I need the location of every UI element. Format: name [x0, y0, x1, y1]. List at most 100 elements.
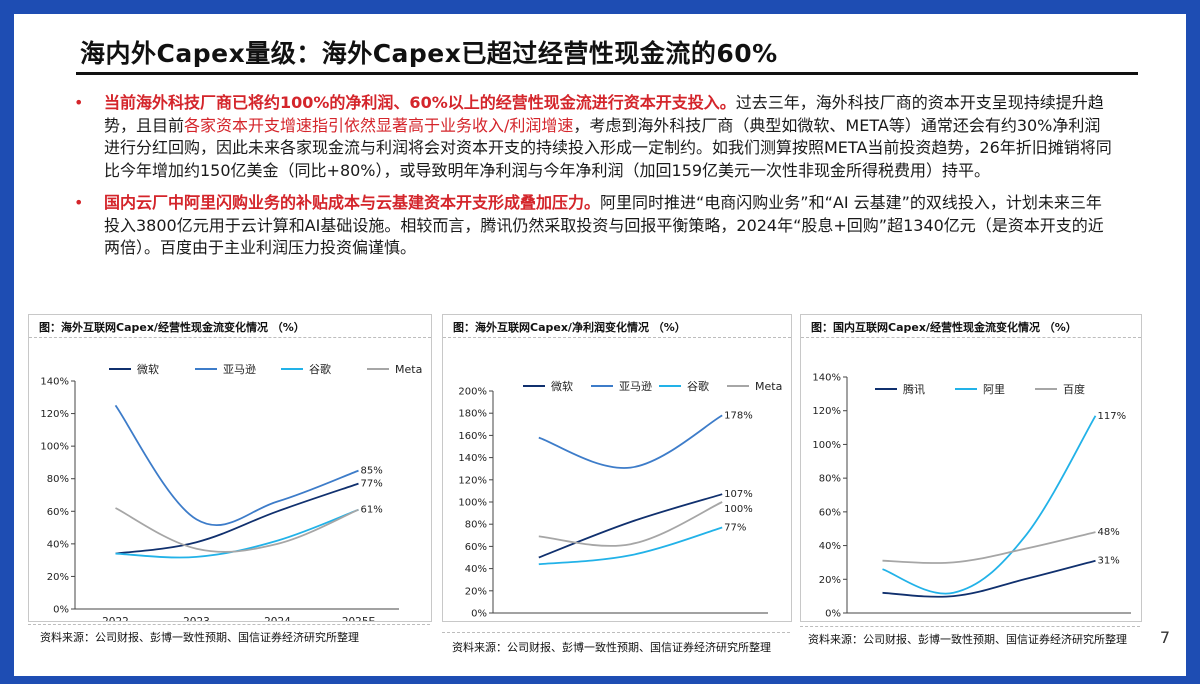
source-rule	[800, 626, 1140, 627]
legend-label: 百度	[1063, 382, 1085, 396]
source-rule	[442, 632, 790, 633]
source-rule	[28, 624, 430, 625]
x-tick-label: 2025E	[342, 616, 375, 621]
y-tick-label: 40%	[465, 564, 487, 575]
y-tick-label: 20%	[819, 575, 841, 586]
x-tick-label: 2023	[940, 620, 967, 621]
chart-overseas-capex-np: 0% 20% 40% 60% 80% 100% 120% 140% 160% 180% 200% 20…	[458, 379, 782, 621]
y-tick-label: 120%	[40, 409, 69, 420]
legend-label: 亚马逊	[223, 363, 256, 376]
data-label: 48%	[1098, 527, 1120, 538]
data-label: 117%	[1098, 411, 1127, 422]
series-line-4	[538, 501, 723, 547]
series-line-2	[538, 414, 723, 469]
legend-label: Meta	[395, 363, 422, 376]
y-tick-label: 100%	[40, 442, 69, 453]
series-line-3	[882, 531, 1096, 565]
chart-panel-overseas-ocf: 图：海外互联网Capex/经营性现金流变化情况 （%） 0% 20% 40% 60% 8…	[28, 314, 432, 622]
chart-title: 图：国内互联网Capex/经营性现金流变化情况 （%）	[811, 321, 1077, 334]
y-tick-label: 80%	[819, 474, 841, 485]
y-tick-label: 120%	[812, 406, 841, 417]
legend-label: Meta	[755, 380, 782, 393]
y-tick-label: 20%	[465, 586, 487, 597]
x-tick-label: 2024	[1011, 620, 1038, 621]
legend-label: 谷歌	[309, 362, 331, 376]
y-tick-label: 100%	[458, 498, 487, 509]
bullet-marker: •	[74, 93, 84, 112]
y-tick-label: 140%	[40, 377, 69, 388]
y-tick-label: 60%	[819, 507, 841, 518]
chart-title: 图：海外互联网Capex/经营性现金流变化情况 （%）	[39, 321, 305, 334]
y-tick-label: 60%	[465, 542, 487, 553]
title-underline	[76, 72, 1138, 75]
x-tick-label: 2022	[869, 620, 896, 621]
legend-label: 阿里	[983, 383, 1005, 396]
y-tick-label: 80%	[465, 520, 487, 531]
bullet-text: 过去三年，海外科技厂商的资本开支呈现持续提升趋势，且目前	[104, 93, 1104, 135]
x-tick-label: 2024	[264, 616, 291, 621]
x-tick-label: 2023	[525, 620, 552, 621]
series-line-3	[538, 526, 723, 566]
series-line-4	[115, 507, 359, 553]
y-tick-label: 0%	[825, 609, 841, 620]
frame-bottom-bar	[0, 676, 1200, 684]
y-tick-label: 40%	[47, 539, 69, 550]
legend-label: 谷歌	[687, 379, 709, 393]
y-tick-label: 100%	[812, 440, 841, 451]
frame-top-bar	[0, 0, 1200, 14]
slide-title: 海内外Capex量级：海外Capex已超过经营性现金流的60%	[80, 39, 778, 68]
x-tick-label: 2024	[617, 620, 644, 621]
legend-label: 微软	[551, 379, 573, 393]
bullet-marker: •	[74, 193, 84, 212]
x-tick-label: 2025E	[1079, 620, 1112, 621]
series-line-1	[115, 482, 359, 555]
y-tick-label: 40%	[819, 541, 841, 552]
data-label: 77%	[724, 523, 746, 534]
y-tick-label: 160%	[458, 431, 487, 442]
bullet-red-text: 各家资本开支增速指引依然显著高于业务收入/利润增速	[184, 115, 574, 135]
frame-left-bar	[0, 0, 14, 684]
x-tick-label: 2023	[183, 616, 210, 621]
series-line-1	[538, 493, 723, 559]
y-tick-label: 0%	[53, 605, 69, 616]
y-tick-label: 200%	[458, 387, 487, 398]
bullet-overseas: • 当前海外科技厂商已将约100%的净利润、60%以上的经营性现金流进行资本开支…	[72, 92, 1112, 182]
bullet-domestic: • 国内云厂中阿里闪购业务的补贴成本与云基建资本开支形成叠加压力。阿里同时推进“…	[72, 192, 1112, 260]
series-line-1	[882, 559, 1096, 598]
chart-source: 资料来源：公司财报、彭博一致性预期、国信证券经济研究所整理	[808, 633, 1127, 646]
chart-title-rule	[801, 337, 1141, 338]
data-label: 85%	[361, 466, 383, 477]
y-tick-label: 180%	[458, 409, 487, 420]
chart-domestic-capex-ocf: 0% 20% 40% 60% 80% 100% 120% 140% 2022 2023 2024 20…	[812, 373, 1131, 621]
y-tick-label: 20%	[47, 572, 69, 583]
data-label: 100%	[724, 504, 753, 515]
bullet-text: 阿里同时推进“电商闪购业务”和“AI 云基建”的双线投入，计划未来三年投入380…	[104, 193, 1104, 257]
y-tick-label: 80%	[47, 474, 69, 485]
chart-panel-domestic-ocf: 图：国内互联网Capex/经营性现金流变化情况 （%） 0% 20% 40% 60% 8…	[800, 314, 1142, 622]
chart-source: 资料来源：公司财报、彭博一致性预期、国信证券经济研究所整理	[40, 631, 359, 644]
bullet-text: ，考虑到海外科技厂商（典型如微软、META等）通常还会有约30%净利润进行分红回…	[104, 115, 1112, 180]
y-tick-label: 60%	[47, 507, 69, 518]
chart-title: 图：海外互联网Capex/净利润变化情况 （%）	[453, 321, 686, 334]
chart-title-rule	[443, 337, 791, 338]
series-line-2	[882, 415, 1097, 595]
legend-label: 亚马逊	[619, 380, 652, 393]
y-tick-label: 0%	[471, 609, 487, 620]
chart-title-rule	[29, 337, 431, 338]
chart-overseas-capex-ocf: 0% 20% 40% 60% 80% 100% 120% 140% 2022 2023 2024 20…	[40, 362, 422, 621]
series-line-2	[114, 404, 359, 526]
legend-label: 腾讯	[903, 382, 925, 396]
x-tick-label: 2025E	[705, 620, 738, 621]
chart-source: 资料来源：公司财报、彭博一致性预期、国信证券经济研究所整理	[452, 641, 771, 654]
bullet-highlight: 当前海外科技厂商已将约100%的净利润、60%以上的经营性现金流进行资本开支投入…	[104, 93, 736, 112]
x-tick-label: 2022	[102, 616, 129, 621]
data-label: 178%	[724, 410, 753, 421]
bullet-highlight: 国内云厂中阿里闪购业务的补贴成本与云基建资本开支形成叠加压力。	[104, 193, 601, 212]
data-label: 77%	[361, 479, 383, 490]
data-label: 31%	[1098, 556, 1120, 567]
y-tick-label: 120%	[458, 475, 487, 486]
data-label: 107%	[724, 489, 753, 500]
bullet-list: • 当前海外科技厂商已将约100%的净利润、60%以上的经营性现金流进行资本开支…	[72, 92, 1112, 270]
data-label: 61%	[361, 505, 383, 516]
